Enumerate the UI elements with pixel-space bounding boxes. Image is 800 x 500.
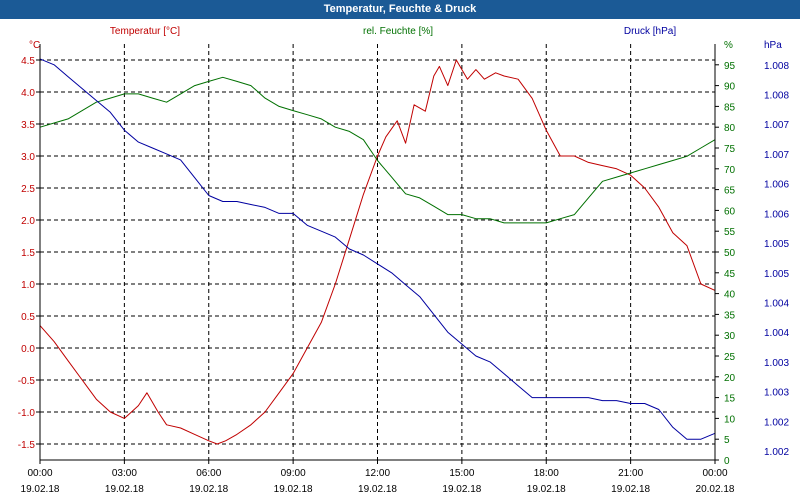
- x-tick-date: 19.02.18: [274, 484, 313, 495]
- humidity-tick-label: 40: [724, 290, 736, 301]
- humidity-tick-label: 25: [724, 352, 736, 363]
- window-title-bar: Temperatur, Feuchte & Druck: [0, 0, 800, 19]
- pressure-tick-label: 1.003: [764, 388, 789, 399]
- temperature-tick-label: 0.0: [21, 344, 35, 355]
- series-line-pressure: [39, 58, 716, 440]
- x-tick-date: 19.02.18: [189, 484, 228, 495]
- x-tick-time: 06:00: [196, 468, 221, 479]
- series-group: [39, 58, 716, 445]
- humidity-tick-label: 55: [724, 227, 736, 238]
- pressure-tick-label: 1.005: [764, 239, 789, 250]
- series-line-temperature: [39, 59, 716, 445]
- pressure-tick-label: 1.006: [764, 209, 789, 220]
- pressure-tick-label: 1.004: [764, 299, 789, 310]
- window-title: Temperatur, Feuchte & Druck: [323, 3, 477, 15]
- x-tick-time: 21:00: [618, 468, 643, 479]
- humidity-tick-label: 70: [724, 165, 736, 176]
- temperature-tick-label: 3.5: [21, 120, 35, 131]
- pressure-tick-label: 1.007: [764, 150, 789, 161]
- pressure-tick-label: 1.008: [764, 91, 789, 102]
- humidity-tick-label: 80: [724, 123, 736, 134]
- temperature-tick-label: 1.5: [21, 248, 35, 259]
- x-tick-time: 03:00: [112, 468, 137, 479]
- x-tick-time: 15:00: [449, 468, 474, 479]
- axis-labels: 00:00 19.02.18 03:00 19.02.18 06:00 19.02.18 0…: [18, 26, 790, 495]
- humidity-tick-label: 15: [724, 394, 736, 405]
- pressure-tick-label: 1.008: [764, 61, 789, 72]
- temperature-tick-label: 3.0: [21, 152, 35, 163]
- series-line-humidity: [39, 76, 716, 224]
- temperature-tick-label: 1.0: [21, 280, 35, 291]
- humidity-tick-label: 30: [724, 331, 736, 342]
- humidity-tick-label: 85: [724, 102, 736, 113]
- temperature-tick-label: 2.5: [21, 184, 35, 195]
- pressure-tick-label: 1.002: [764, 447, 789, 458]
- x-tick-date: 19.02.18: [358, 484, 397, 495]
- temperature-tick-label: -1.0: [18, 408, 36, 419]
- pressure-tick-label: 1.006: [764, 180, 789, 191]
- x-tick-date: 19.02.18: [611, 484, 650, 495]
- humidity-tick-label: 0: [724, 456, 730, 467]
- pressure-tick-label: 1.004: [764, 328, 789, 339]
- x-tick-date: 19.02.18: [21, 484, 60, 495]
- pressure-tick-label: 1.003: [764, 358, 789, 369]
- temperature-tick-label: 0.5: [21, 312, 35, 323]
- temperature-tick-label: -0.5: [18, 376, 36, 387]
- humidity-tick-label: 45: [724, 269, 736, 280]
- x-tick-time: 18:00: [534, 468, 559, 479]
- x-tick-time: 00:00: [702, 468, 727, 479]
- humidity-tick-label: 50: [724, 248, 736, 259]
- humidity-tick-label: 95: [724, 61, 736, 72]
- pressure-tick-label: 1.007: [764, 120, 789, 131]
- x-tick-time: 09:00: [281, 468, 306, 479]
- temperature-axis-title: Temperatur [°C]: [110, 26, 180, 37]
- humidity-tick-label: 65: [724, 186, 736, 197]
- x-tick-time: 00:00: [27, 468, 52, 479]
- grid: [39, 44, 716, 464]
- temperature-unit-label: °C: [29, 40, 40, 51]
- humidity-tick-label: 75: [724, 144, 736, 155]
- pressure-unit-label: hPa: [764, 40, 782, 51]
- humidity-tick-label: 10: [724, 414, 736, 425]
- x-tick-time: 12:00: [365, 468, 390, 479]
- humidity-unit-label: %: [724, 40, 733, 51]
- humidity-tick-label: 60: [724, 206, 736, 217]
- pressure-tick-label: 1.005: [764, 269, 789, 280]
- x-tick-date: 19.02.18: [527, 484, 566, 495]
- temperature-tick-label: 4.0: [21, 88, 35, 99]
- humidity-axis-title: rel. Feuchte [%]: [363, 26, 433, 37]
- temperature-tick-label: -1.5: [18, 440, 36, 451]
- humidity-tick-label: 20: [724, 373, 736, 384]
- x-tick-date: 20.02.18: [696, 484, 735, 495]
- x-tick-date: 19.02.18: [105, 484, 144, 495]
- humidity-tick-label: 5: [724, 435, 730, 446]
- pressure-axis-title: Druck [hPa]: [624, 26, 676, 37]
- x-tick-date: 19.02.18: [442, 484, 481, 495]
- pressure-tick-label: 1.002: [764, 417, 789, 428]
- temperature-tick-label: 4.5: [21, 56, 35, 67]
- humidity-tick-label: 35: [724, 310, 736, 321]
- temperature-tick-label: 2.0: [21, 216, 35, 227]
- humidity-tick-label: 90: [724, 82, 736, 93]
